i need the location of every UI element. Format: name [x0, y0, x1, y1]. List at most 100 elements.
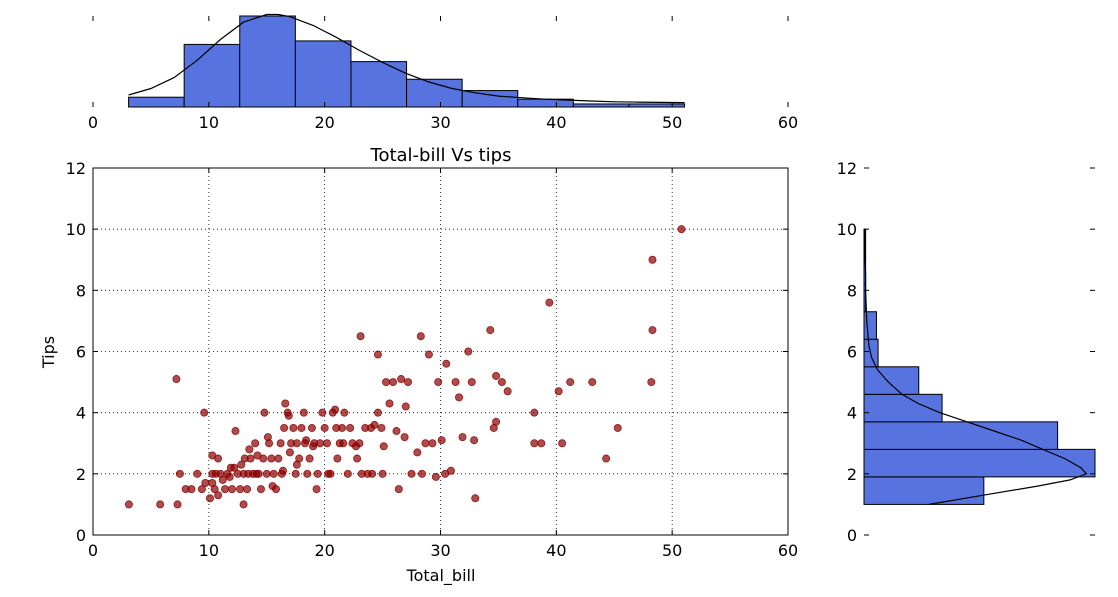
- scatter-point: [397, 375, 406, 384]
- scatter-point: [370, 420, 379, 429]
- x-tick-label: 40: [546, 541, 566, 560]
- top-marginal-histogram: 0 10 20 30 40 50 60: [88, 13, 798, 132]
- scatter-point: [417, 469, 426, 478]
- scatter-point: [368, 469, 377, 478]
- scatter-point: [351, 442, 360, 451]
- scatter-point: [404, 378, 413, 387]
- y-tick-label: 8: [76, 281, 86, 300]
- top-tick-label: 40: [546, 113, 566, 132]
- scatter-point: [218, 475, 227, 484]
- scatter-point: [588, 378, 597, 387]
- scatter-point: [338, 423, 347, 432]
- scatter-point: [291, 469, 300, 478]
- scatter-point: [307, 423, 316, 432]
- top-tick-label: 30: [430, 113, 450, 132]
- scatter-point: [428, 439, 437, 448]
- scatter-point: [424, 350, 433, 359]
- scatter-point: [245, 445, 254, 454]
- scatter-point: [339, 439, 348, 448]
- top-histogram-bar: [183, 43, 241, 108]
- scatter-point: [442, 359, 451, 368]
- right-histogram-bar: [863, 311, 877, 340]
- right-tick-label: 2: [847, 465, 857, 484]
- scatter-point: [303, 469, 312, 478]
- scatter-point: [173, 500, 182, 509]
- scatter-point: [309, 442, 318, 451]
- scatter-point: [221, 485, 230, 494]
- scatter-grid: [93, 168, 788, 535]
- scatter-point: [236, 485, 245, 494]
- x-axis-label: Total_bill: [406, 566, 476, 586]
- scatter-point: [312, 485, 321, 494]
- top-tick-label: 0: [88, 113, 98, 132]
- top-histogram-bar: [128, 96, 185, 108]
- scatter-point: [305, 454, 314, 463]
- scatter-point: [292, 439, 301, 448]
- y-tick-label: 6: [76, 343, 86, 362]
- scatter-point: [268, 482, 277, 491]
- scatter-point: [274, 454, 283, 463]
- scatter-point: [214, 491, 223, 500]
- right-histogram-bar: [863, 421, 1059, 450]
- scatter-point: [492, 371, 501, 380]
- scatter-point: [284, 411, 293, 420]
- scatter-point: [648, 326, 657, 335]
- scatter-point: [379, 442, 388, 451]
- x-tick-label: 30: [430, 541, 450, 560]
- scatter-point: [239, 500, 248, 509]
- scatter-point: [318, 408, 327, 417]
- scatter-point: [267, 454, 276, 463]
- scatter-point: [297, 423, 306, 432]
- scatter-point: [316, 439, 325, 448]
- x-tick-label: 20: [314, 541, 334, 560]
- scatter-point: [343, 469, 352, 478]
- scatter-point: [200, 408, 209, 417]
- scatter-point: [677, 225, 686, 234]
- scatter-point: [378, 469, 387, 478]
- scatter-point: [353, 454, 362, 463]
- top-histogram-bars: [128, 15, 686, 108]
- scatter-point: [260, 408, 269, 417]
- right-histogram-ticks: 0 2 4 6 8 10 12: [837, 159, 1095, 545]
- scatter-point: [464, 347, 473, 356]
- scatter-point: [486, 326, 495, 335]
- right-tick-label: 8: [847, 281, 857, 300]
- scatter-point: [197, 485, 206, 494]
- scatter-point: [413, 448, 422, 457]
- scatter-point: [471, 494, 480, 503]
- scatter-point: [467, 378, 476, 387]
- scatter-point: [278, 466, 287, 475]
- scatter-point: [231, 427, 240, 436]
- scatter-point: [251, 439, 260, 448]
- scatter-point: [530, 408, 539, 417]
- scatter-point: [302, 436, 311, 445]
- scatter-point: [246, 454, 255, 463]
- scatter-point: [437, 436, 446, 445]
- top-histogram-bar: [350, 61, 408, 108]
- scatter-point: [320, 423, 329, 432]
- scatter-point: [407, 469, 416, 478]
- chart-title: Total-bill Vs tips: [370, 145, 512, 166]
- scatter-point: [545, 298, 554, 307]
- scatter-point: [497, 378, 506, 387]
- top-histogram-ticks: 0 10 20 30 40 50 60: [88, 16, 798, 132]
- scatter-point: [285, 448, 294, 457]
- right-kde-curve: [863, 229, 1088, 505]
- scatter-point: [225, 472, 234, 481]
- scatter-point: [237, 460, 246, 469]
- top-histogram-bar: [294, 40, 352, 108]
- scatter-panel: Total-bill Vs tips 0 10 20 30 40 50 60 0 2 4 6 8 10 1…: [39, 145, 798, 586]
- y-axis-label: Tips: [39, 336, 58, 369]
- scatter-point: [385, 399, 394, 408]
- top-histogram-bar: [628, 103, 686, 108]
- scatter-point: [227, 485, 236, 494]
- top-tick-label: 50: [662, 113, 682, 132]
- scatter-point: [289, 423, 298, 432]
- scatter-point: [470, 436, 479, 445]
- scatter-ticks: 0 10 20 30 40 50 60 0 2 4 6 8 10 12: [66, 159, 799, 560]
- scatter-point: [175, 469, 184, 478]
- scatter-point: [647, 378, 656, 387]
- scatter-point: [648, 255, 657, 264]
- right-histogram-bar: [863, 366, 920, 395]
- scatter-point: [313, 469, 322, 478]
